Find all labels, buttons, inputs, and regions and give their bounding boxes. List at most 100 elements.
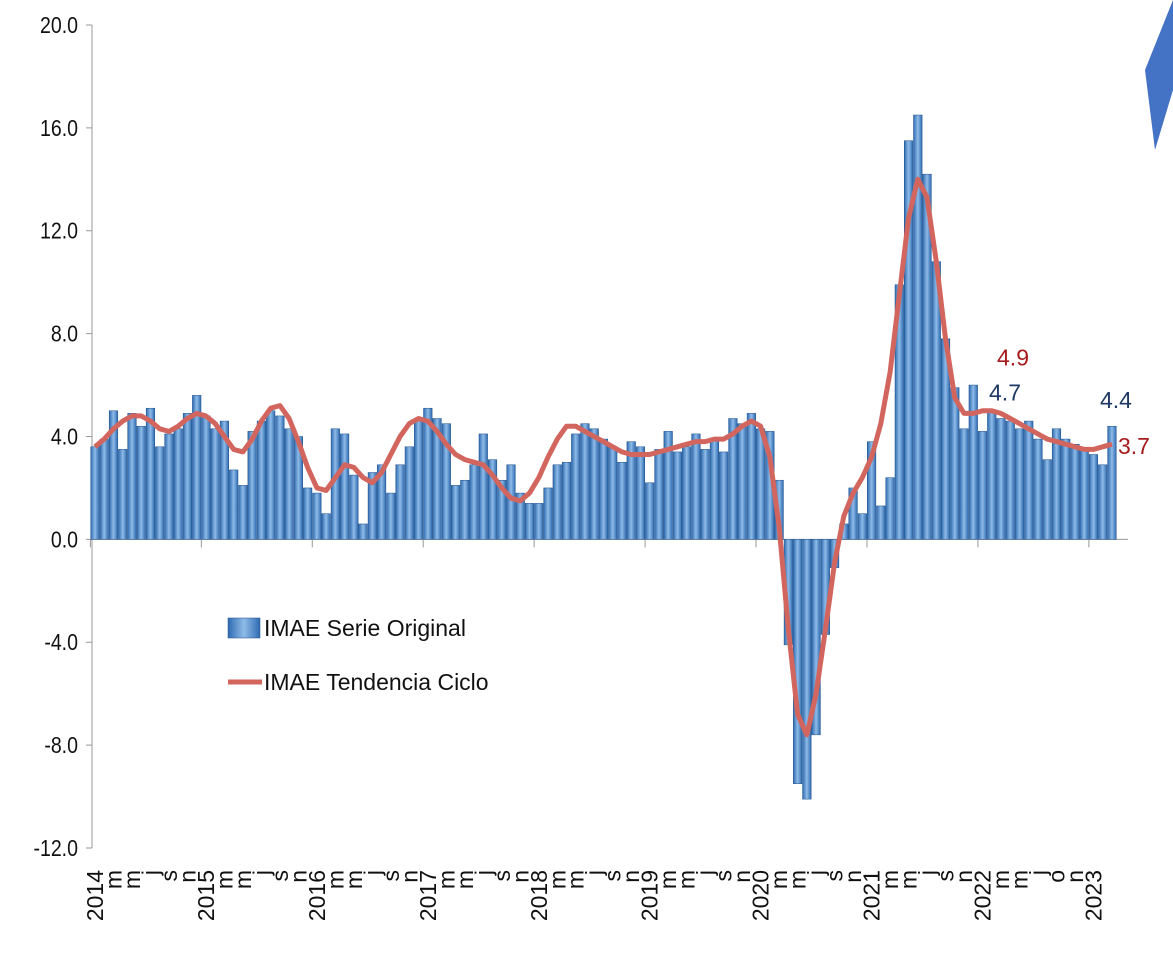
x-tick-label: s — [489, 870, 515, 882]
legend-label: IMAE Serie Original — [264, 615, 466, 641]
bar — [1070, 443, 1080, 540]
value-label: 3.7 — [1118, 433, 1150, 459]
x-tick-label: m — [877, 870, 903, 889]
legend-label: IMAE Tendencia Ciclo — [264, 669, 489, 695]
bar — [617, 461, 627, 540]
x-tick-label: s — [711, 870, 737, 882]
x-tick-label: n — [618, 870, 644, 883]
bar — [1079, 449, 1089, 540]
bar — [1042, 459, 1052, 540]
bar — [192, 395, 202, 540]
x-tick-label: m — [674, 870, 700, 889]
x-tick-label: 2023 — [1080, 870, 1106, 921]
bar — [645, 482, 655, 540]
x-tick-label: m — [322, 870, 348, 889]
bar — [182, 413, 192, 540]
bar — [756, 428, 766, 540]
bar — [524, 503, 535, 540]
bar — [303, 487, 313, 540]
bar — [700, 449, 710, 540]
bar — [321, 513, 331, 540]
bar — [145, 407, 156, 540]
x-tick-label: s — [933, 870, 959, 882]
x-tick-label: n — [174, 870, 200, 883]
x-tick-label: 2021 — [859, 870, 885, 921]
bar — [561, 461, 572, 540]
x-tick-label: n — [396, 870, 422, 883]
x-tick-label: s — [600, 870, 626, 882]
bar — [210, 428, 220, 540]
bar — [497, 479, 507, 540]
x-tick-label: n — [285, 870, 311, 883]
bar — [608, 446, 618, 540]
y-tick-label: -12.0 — [33, 836, 78, 862]
bar — [432, 418, 442, 540]
bar — [793, 539, 803, 784]
bar — [977, 431, 988, 540]
bar — [598, 438, 609, 540]
x-tick-label: s — [156, 870, 182, 882]
bar — [876, 505, 886, 540]
x-tick-label: o — [1043, 870, 1069, 883]
y-tick-label: 12.0 — [40, 218, 78, 244]
x-tick-label: j — [470, 870, 496, 876]
x-tick-label: m — [896, 870, 922, 889]
x-tick-label: s — [822, 870, 848, 882]
x-tick-label: s — [267, 870, 293, 882]
bar — [164, 433, 174, 540]
bar — [423, 407, 433, 540]
bar — [506, 464, 516, 540]
x-tick-label: j — [137, 870, 163, 876]
bar — [386, 492, 396, 540]
bar — [515, 492, 525, 540]
x-tick-label: j — [692, 870, 718, 876]
bar — [377, 464, 387, 540]
y-tick-label: 20.0 — [40, 13, 78, 39]
y-tick-label: 8.0 — [51, 321, 78, 347]
x-tick-label: j — [1025, 870, 1051, 876]
bar — [247, 431, 257, 540]
bar — [959, 428, 969, 540]
x-tick-label: m — [655, 870, 681, 889]
bar — [136, 425, 146, 540]
bar — [1088, 454, 1099, 540]
value-label: 4.9 — [997, 344, 1029, 370]
bar — [913, 114, 923, 540]
trend-line — [93, 176, 1113, 738]
x-tick-label: m — [452, 870, 478, 889]
bar — [543, 487, 553, 540]
bar — [746, 413, 756, 540]
bar — [968, 384, 978, 540]
bar — [312, 492, 322, 540]
x-tick-label: j — [914, 870, 940, 876]
bar — [922, 173, 932, 540]
x-tick-label: 2020 — [748, 870, 774, 921]
bar — [663, 431, 673, 540]
x-tick-label: 2017 — [415, 870, 441, 921]
bar — [811, 539, 821, 736]
bar — [1033, 438, 1043, 540]
bar — [358, 523, 368, 540]
x-tick-label: n — [1062, 870, 1088, 883]
bar — [1024, 420, 1034, 540]
bar — [367, 472, 377, 540]
bar — [284, 428, 294, 540]
bar — [709, 438, 719, 540]
bar — [478, 433, 488, 540]
bar — [404, 446, 414, 540]
x-tick-label: m — [119, 870, 145, 889]
bar — [1061, 438, 1071, 540]
bar — [737, 423, 747, 540]
value-label: 4.4 — [1100, 387, 1132, 413]
x-tick-label: 2019 — [637, 870, 663, 921]
value-label: 4.7 — [989, 379, 1021, 405]
bar — [626, 441, 636, 540]
x-tick-label: j — [803, 870, 829, 876]
bar — [256, 420, 266, 540]
bar — [1107, 425, 1117, 540]
x-tick-label: j — [359, 870, 385, 876]
bar — [672, 451, 682, 540]
y-tick-label: -4.0 — [44, 630, 78, 656]
x-tick-label: s — [378, 870, 404, 882]
